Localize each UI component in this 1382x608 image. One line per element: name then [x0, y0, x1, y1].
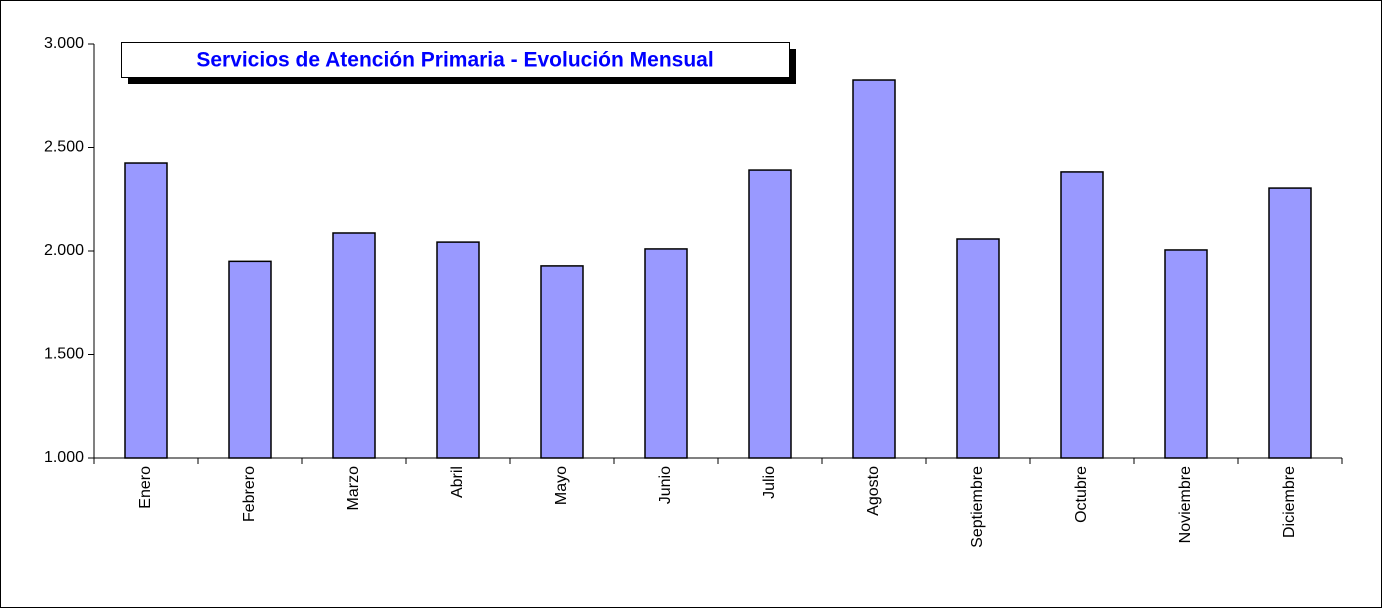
- x-tick-label: Enero: [137, 466, 154, 509]
- x-tick-label: Marzo: [345, 466, 362, 511]
- bar: [748, 169, 792, 459]
- bar: [1164, 249, 1208, 459]
- bar: [852, 79, 896, 459]
- x-tick-label: Octubre: [1073, 466, 1090, 523]
- bar: [644, 248, 688, 459]
- bar: [1268, 187, 1312, 459]
- bar: [540, 265, 584, 459]
- bar: [956, 238, 1000, 459]
- x-tick-label: Mayo: [553, 466, 570, 505]
- bar: [436, 241, 480, 459]
- bar: [124, 162, 168, 459]
- y-tick-label: 1.000: [44, 449, 84, 466]
- bar: [228, 260, 272, 459]
- y-tick-label: 3.000: [44, 35, 84, 52]
- bar: [332, 232, 376, 459]
- x-tick-label: Septiembre: [969, 466, 986, 548]
- y-tick-label: 1.500: [44, 346, 84, 363]
- bar: [1060, 171, 1104, 459]
- x-tick-label: Noviembre: [1177, 466, 1194, 543]
- x-tick-label: Julio: [761, 466, 778, 499]
- x-tick-label: Febrero: [241, 466, 258, 522]
- x-tick-label: Junio: [657, 466, 674, 504]
- title-box: [121, 42, 790, 78]
- x-tick-label: Agosto: [865, 466, 882, 516]
- x-tick-label: Diciembre: [1281, 466, 1298, 538]
- y-tick-label: 2.500: [44, 139, 84, 156]
- y-tick-label: 2.000: [44, 242, 84, 259]
- chart-title: Servicios de Atención Primaria - Evoluci…: [196, 49, 713, 72]
- x-tick-label: Abril: [449, 466, 466, 498]
